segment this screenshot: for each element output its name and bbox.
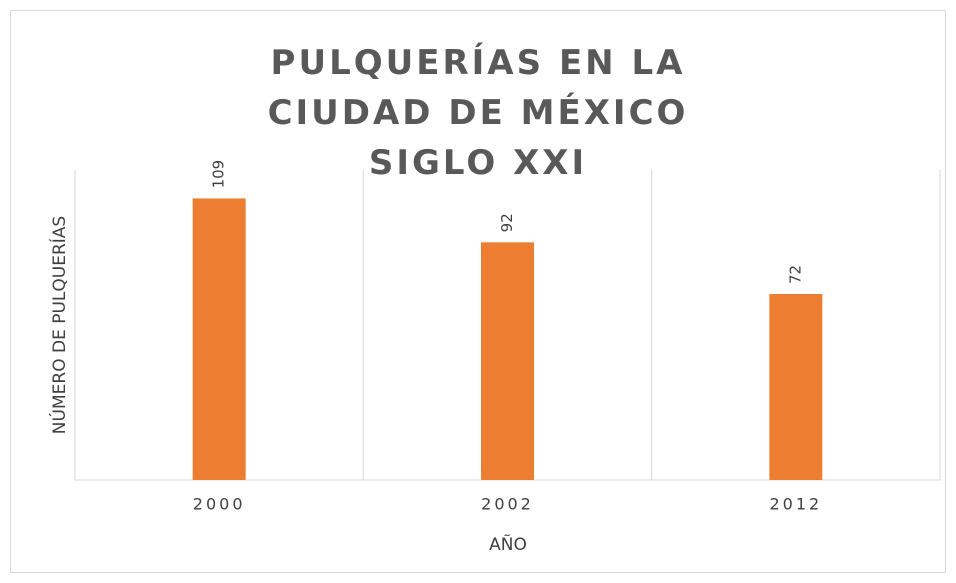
data-label: 92	[498, 213, 516, 232]
bar	[192, 198, 246, 480]
y-axis-label: NÚMERO DE PULQUERÍAS	[48, 216, 70, 434]
x-tick-label: 2012	[769, 495, 822, 514]
x-tick-label: 2002	[481, 495, 534, 514]
bar	[481, 242, 534, 480]
data-label: 109	[210, 160, 228, 189]
bar	[769, 294, 823, 480]
chart-title: PULQUERÍAS EN LA CIUDAD DE MÉXICO SIGLO …	[267, 43, 689, 183]
data-label: 72	[786, 265, 804, 284]
x-tick-label: 2000	[193, 495, 246, 514]
x-axis-label: AÑO	[489, 533, 527, 555]
